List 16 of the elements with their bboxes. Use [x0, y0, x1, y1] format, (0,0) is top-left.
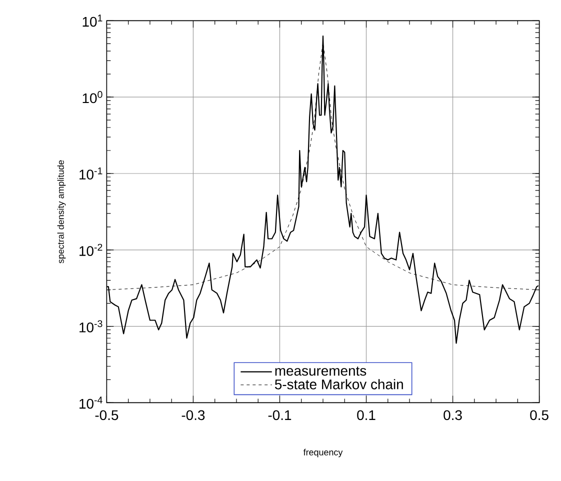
- y-tick-label: 10$^{-4}$: [80, 396, 102, 409]
- y-tick-label: 10$^{-2}$: [80, 244, 102, 256]
- x-tick-label: -0.5: [95, 410, 118, 420]
- y-tick-label: 10$^{1}$: [82, 14, 102, 27]
- x-tick-label: -0.1: [268, 410, 292, 420]
- y-tick-label: 10$^{-3}$: [80, 320, 102, 332]
- x-tick-label: 0.1: [357, 410, 376, 420]
- x-tick-label: -0.3: [182, 410, 205, 420]
- x-tick-label: 0.3: [444, 410, 462, 420]
- legend-label: measurements: [275, 366, 366, 376]
- y-tick-label: 10$^{0}$: [82, 91, 102, 104]
- y-tick-label: 10$^{-1}$: [80, 167, 102, 180]
- x-tick-label: 0.5: [530, 410, 548, 420]
- y-axis-title: spectral density amplitude: [57, 160, 66, 264]
- legend-label: 5-state Markov chain: [274, 379, 403, 390]
- x-axis-title: frequency: [303, 448, 343, 458]
